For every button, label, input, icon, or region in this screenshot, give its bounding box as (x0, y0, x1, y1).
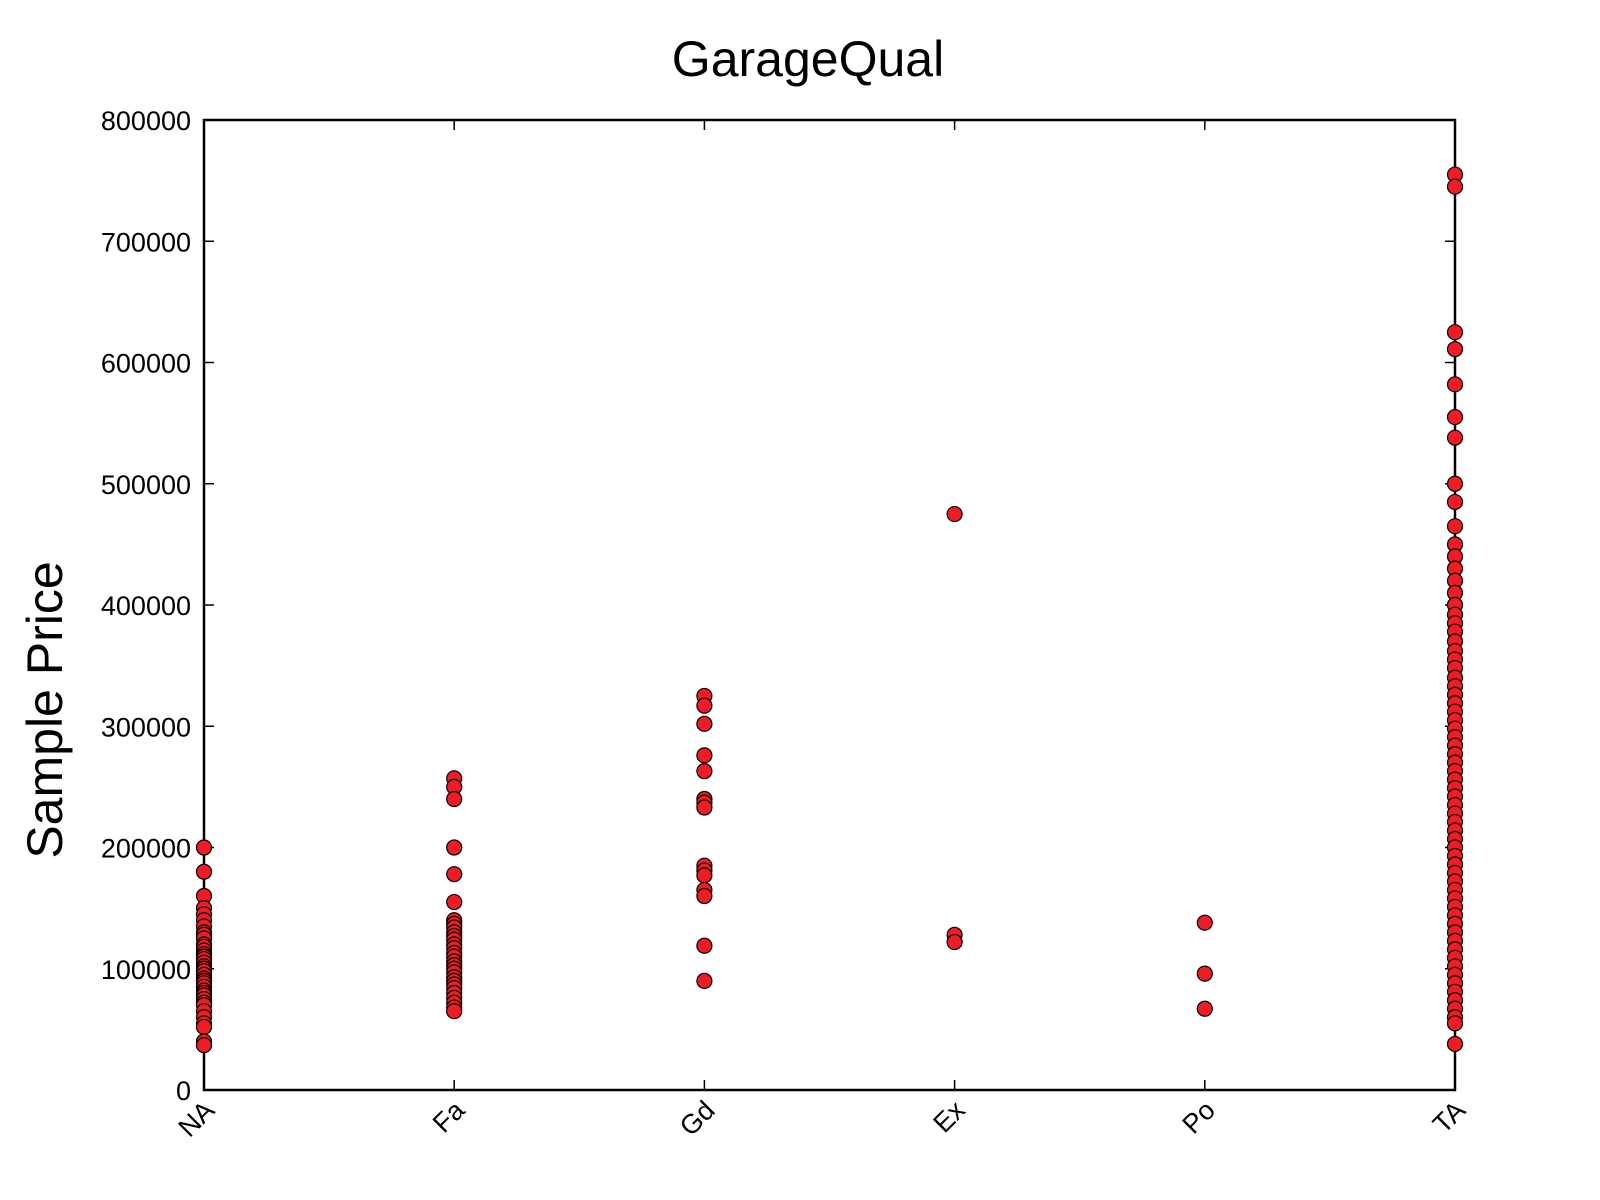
data-point (195, 863, 213, 880)
data-point (696, 799, 713, 816)
chart-title: GarageQual (672, 31, 944, 87)
data-point (696, 867, 713, 884)
data-point (1446, 341, 1464, 358)
data-point (195, 1018, 213, 1036)
y-tick-label: 200000 (101, 834, 191, 864)
x-tick-label: Ex (927, 1095, 971, 1139)
data-point (696, 937, 713, 954)
data-point (1446, 518, 1464, 535)
data-point (195, 1037, 213, 1054)
data-point (195, 839, 213, 856)
data-point (696, 697, 713, 714)
data-point (1446, 493, 1464, 511)
y-tick-label: 400000 (101, 591, 191, 621)
data-point (1446, 178, 1464, 195)
data-point (1446, 1015, 1464, 1032)
data-point (1446, 324, 1464, 341)
data-point (1446, 429, 1464, 446)
y-tick-label: 800000 (101, 106, 191, 136)
data-point (696, 972, 713, 989)
y-tick-label: 300000 (101, 712, 191, 742)
data-point (946, 505, 963, 523)
data-point (1446, 408, 1464, 426)
y-tick-label: 500000 (101, 470, 191, 500)
data-point (446, 866, 463, 883)
data-points (195, 166, 1464, 1054)
x-tick-label: Fa (427, 1094, 471, 1138)
data-point (1196, 914, 1213, 931)
data-point (446, 790, 463, 808)
data-point (446, 1003, 463, 1020)
data-point (1196, 965, 1213, 982)
data-point (696, 747, 713, 764)
data-point (696, 887, 713, 905)
data-point (446, 839, 463, 856)
data-point (696, 715, 713, 732)
data-point (446, 893, 463, 911)
y-tick-label: 600000 (101, 349, 191, 379)
data-point (1446, 475, 1464, 492)
y-tick-label: 100000 (101, 955, 191, 985)
y-axis-label: Sample Price (17, 561, 73, 858)
data-point (1446, 376, 1464, 393)
y-tick-label: 700000 (101, 227, 191, 257)
data-point (946, 933, 963, 951)
data-point (1446, 1035, 1464, 1053)
data-point (696, 763, 713, 780)
plot-frame (202, 118, 1457, 1092)
axes: 0 100000 200000 300000 400000 500000 600000 700… (101, 106, 1471, 1143)
y-tick-label: 0 (176, 1076, 191, 1106)
data-point (1196, 1000, 1213, 1017)
x-tick-label: TA (1427, 1095, 1471, 1139)
x-tick-label: Po (1176, 1095, 1221, 1140)
x-tick-label: Gd (674, 1095, 721, 1142)
